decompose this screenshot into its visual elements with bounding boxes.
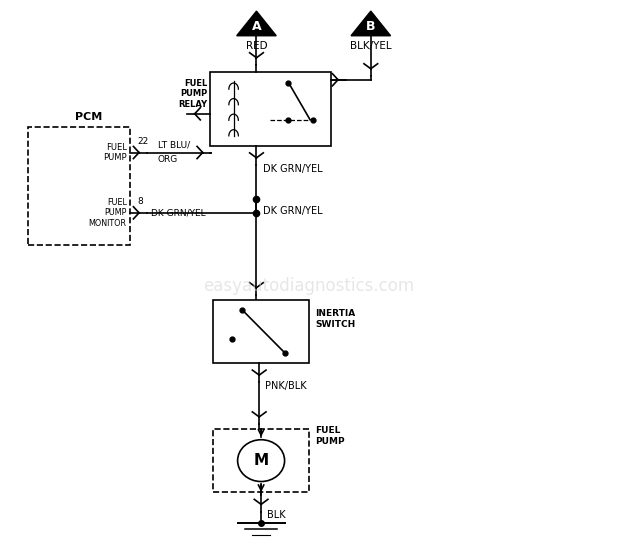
Text: M: M <box>253 453 269 468</box>
Text: DK GRN/YEL: DK GRN/YEL <box>263 206 322 216</box>
Text: DK GRN/YEL: DK GRN/YEL <box>263 164 322 174</box>
Text: PNK/BLK: PNK/BLK <box>265 381 307 391</box>
Text: FUEL
PUMP
MONITOR: FUEL PUMP MONITOR <box>89 198 127 228</box>
Text: BLK/YEL: BLK/YEL <box>350 41 392 51</box>
Text: LT BLU/: LT BLU/ <box>158 141 190 150</box>
Text: ORG: ORG <box>158 155 178 164</box>
Text: DK GRN/YEL: DK GRN/YEL <box>151 208 206 217</box>
Bar <box>213 429 309 492</box>
Text: FUEL
PUMP
RELAY: FUEL PUMP RELAY <box>178 79 207 109</box>
Text: RED: RED <box>246 41 267 51</box>
Bar <box>213 300 309 363</box>
Text: A: A <box>252 20 261 32</box>
Text: B: B <box>366 20 376 32</box>
Text: INERTIA
SWITCH: INERTIA SWITCH <box>315 309 355 329</box>
Text: PCM: PCM <box>75 112 103 122</box>
Text: easyautodiagnostics.com: easyautodiagnostics.com <box>203 277 415 295</box>
Text: 8: 8 <box>137 197 143 206</box>
Bar <box>210 72 331 146</box>
Text: FUEL
PUMP: FUEL PUMP <box>315 426 345 446</box>
Circle shape <box>237 440 284 482</box>
Text: 22: 22 <box>137 137 148 146</box>
Text: FUEL
PUMP: FUEL PUMP <box>103 143 127 162</box>
Polygon shape <box>351 11 391 36</box>
Polygon shape <box>237 11 276 36</box>
Text: BLK: BLK <box>268 510 286 520</box>
Bar <box>28 126 130 245</box>
